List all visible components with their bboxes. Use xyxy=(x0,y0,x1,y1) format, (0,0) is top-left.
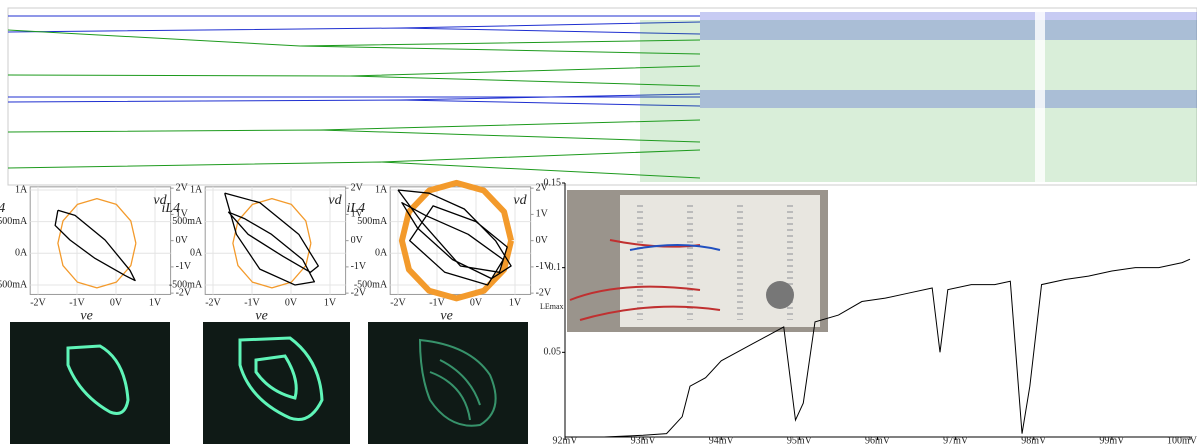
x-tick-label: -1V xyxy=(69,298,85,309)
y2-tick-label: 0V xyxy=(351,235,364,246)
x-axis-label: ve xyxy=(440,309,452,324)
x-tick-label: -2V xyxy=(390,298,406,309)
x-tick-label: 97mV xyxy=(943,435,969,446)
x-tick-label: -1V xyxy=(429,298,445,309)
window xyxy=(1035,10,1045,184)
y2-tick-label: 1V xyxy=(351,209,364,220)
y-axis-label: iL4 xyxy=(0,201,5,216)
x-tick-label: 100mV xyxy=(1167,435,1197,446)
wire xyxy=(629,244,721,251)
y2-tick-label: -1V xyxy=(536,261,552,272)
y2-tick-label: 1V xyxy=(536,209,549,220)
plot-frame xyxy=(204,186,347,295)
y-tick-label: 0.05 xyxy=(544,347,562,358)
scope-trace xyxy=(238,336,324,421)
trajectory xyxy=(224,192,319,286)
scope-trace xyxy=(66,344,130,415)
potentiometer xyxy=(766,281,794,309)
y2-tick-label: -2V xyxy=(351,287,367,298)
x-tick-label: 94mV xyxy=(709,435,735,446)
x-tick-label: 99mV xyxy=(1099,435,1125,446)
y2-tick-label: -2V xyxy=(536,287,552,298)
y-tick-label: 0A xyxy=(190,248,203,259)
y2-tick-label: -2V xyxy=(176,287,192,298)
blue-chaos xyxy=(700,90,1197,108)
trajectory xyxy=(54,209,136,282)
trajectory xyxy=(397,189,512,286)
trajectory xyxy=(57,198,137,289)
y2-axis-label: vd xyxy=(328,193,342,208)
x-tick-label: -2V xyxy=(30,298,46,309)
y-tick-label: 500mA xyxy=(0,216,28,227)
y-tick-label: 0A xyxy=(375,248,388,259)
y2-tick-label: 2V xyxy=(536,182,549,193)
scope-photo xyxy=(203,322,350,444)
blue-branches xyxy=(7,15,701,107)
y-tick-label: 0.1 xyxy=(549,262,562,273)
x-axis-label: ve xyxy=(80,309,92,324)
y-tick-label: 500mA xyxy=(357,216,388,227)
bifurcation-diagram xyxy=(7,7,1197,186)
y2-axis-label: vd xyxy=(513,193,527,208)
y-tick-label: -500mA xyxy=(0,279,28,290)
y2-tick-label: 1V xyxy=(176,209,189,220)
x-tick-label: 0V xyxy=(285,298,298,309)
y2-tick-label: 0V xyxy=(176,235,189,246)
x-tick-label: 1V xyxy=(149,298,162,309)
x-tick-label: 1V xyxy=(509,298,522,309)
scope-photo xyxy=(368,322,528,444)
x-tick-label: -1V xyxy=(244,298,260,309)
x-tick-label: 96mV xyxy=(865,435,891,446)
x-tick-label: 98mV xyxy=(1021,435,1047,446)
x-axis-label: ve xyxy=(255,309,267,324)
x-tick-label: 0V xyxy=(110,298,123,309)
y-tick-label: 1A xyxy=(15,184,28,195)
x-tick-label: 93mV xyxy=(631,435,657,446)
y2-tick-label: -1V xyxy=(176,261,192,272)
scope-trace xyxy=(418,338,497,427)
y-axis-label: iL4 xyxy=(347,201,366,216)
x-tick-label: 92mV xyxy=(553,435,579,446)
y-tick-label: 1A xyxy=(190,184,203,195)
x-tick-label: 95mV xyxy=(787,435,813,446)
y-tick-label: 0.15 xyxy=(544,177,562,188)
scope-photos xyxy=(10,322,528,444)
trajectory xyxy=(398,179,515,302)
trajectory xyxy=(232,198,312,289)
y-tick-label: -500mA xyxy=(354,279,388,290)
y-tick-label: -500mA xyxy=(169,279,203,290)
x-tick-label: -2V xyxy=(205,298,221,309)
y2-tick-label: -1V xyxy=(351,261,367,272)
y2-tick-label: 2V xyxy=(176,182,189,193)
y2-axis-label: vd xyxy=(153,193,167,208)
scope-photo xyxy=(10,322,170,444)
x-tick-label: 1V xyxy=(324,298,337,309)
y2-tick-label: 2V xyxy=(351,182,364,193)
x-tick-label: 0V xyxy=(470,298,483,309)
y-tick-label: 500mA xyxy=(172,216,203,227)
y-tick-label: 0A xyxy=(15,248,28,259)
y-tick-label: 1A xyxy=(375,184,388,195)
y2-tick-label: 0V xyxy=(536,235,549,246)
circuit-photo xyxy=(567,190,828,332)
y-axis-label: iL4 xyxy=(162,201,181,216)
green-branches xyxy=(7,29,701,179)
blue-chaos xyxy=(700,12,1197,40)
green-chaos xyxy=(640,20,1197,182)
le-line xyxy=(565,258,1191,438)
plot-frame xyxy=(29,186,172,295)
y-axis-label: LEmax xyxy=(540,302,564,311)
